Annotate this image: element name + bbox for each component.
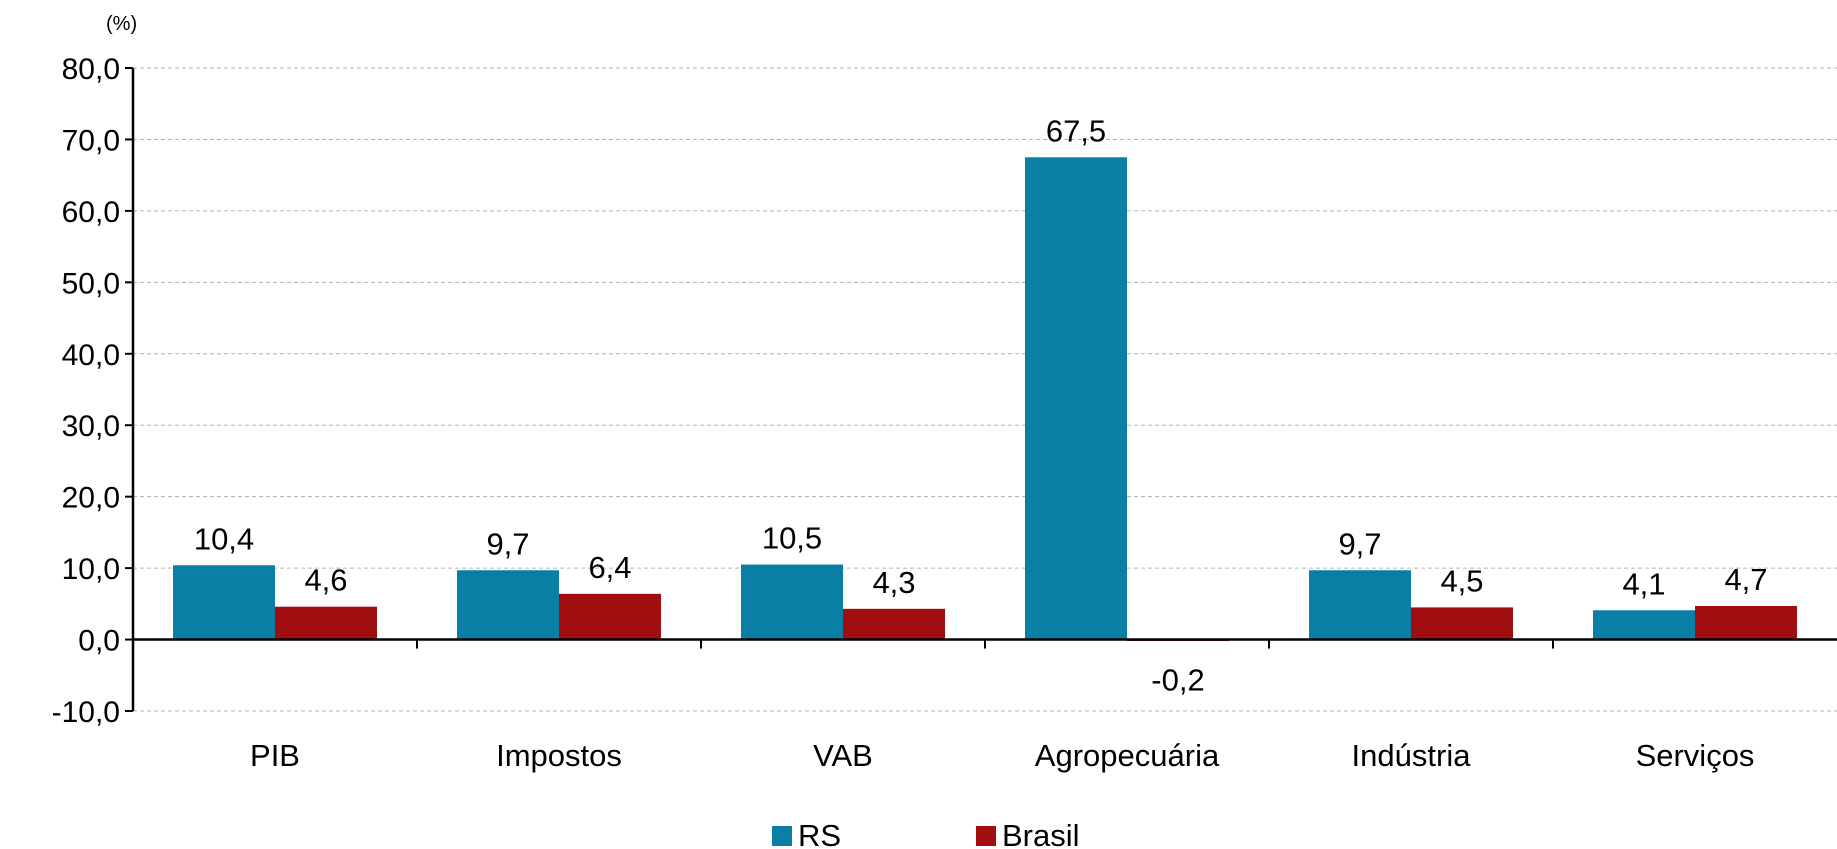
- bar-rs: [1309, 570, 1411, 640]
- x-category-label: PIB: [250, 738, 300, 773]
- bar-brasil: [559, 593, 661, 640]
- bar-brasil: [843, 608, 945, 640]
- data-label: 4,7: [1724, 562, 1767, 597]
- bar-brasil: [1411, 607, 1513, 640]
- y-tick-label: 50,0: [62, 267, 120, 300]
- y-tick-label: 80,0: [62, 53, 120, 86]
- y-tick-label: 60,0: [62, 196, 120, 229]
- y-axis-unit-label: (%): [106, 13, 137, 35]
- x-category-label: Agropecuária: [1035, 738, 1220, 773]
- data-label: -0,2: [1151, 663, 1204, 698]
- y-tick-label: -10,0: [52, 696, 120, 729]
- gridlines: [133, 67, 1837, 712]
- axes: -10,0 0,0 10,0 20,0 30,0 40,0 50,0 60,0 70,0 80,0…: [52, 53, 1837, 773]
- data-label: 9,7: [1338, 526, 1381, 561]
- data-label: 10,4: [194, 521, 254, 556]
- x-category-label: Indústria: [1352, 738, 1472, 773]
- y-tick-label: 20,0: [62, 482, 120, 515]
- data-label: 67,5: [1046, 113, 1106, 148]
- x-category-label: Impostos: [496, 738, 622, 773]
- data-labels: 10,4 4,6 9,7 6,4 10,5 4,3 67,5 -0,2 9,7 4,5 4,1 4,7: [194, 113, 1768, 697]
- legend-label-brasil: Brasil: [1002, 818, 1080, 849]
- legend-label-rs: RS: [798, 818, 841, 849]
- y-tick-label: 30,0: [62, 410, 120, 443]
- y-tick-label: 40,0: [62, 339, 120, 372]
- x-category-label: Serviços: [1636, 738, 1755, 773]
- bar-brasil: [275, 606, 377, 640]
- x-category-label: VAB: [813, 738, 873, 773]
- data-label: 4,6: [304, 563, 347, 598]
- data-label: 4,1: [1622, 566, 1665, 601]
- data-label: 4,5: [1440, 563, 1483, 598]
- legend: RS Brasil: [772, 818, 1080, 849]
- bar-rs: [1593, 610, 1695, 640]
- bars: [173, 157, 1797, 641]
- bar-rs: [1025, 157, 1127, 640]
- bar-rs: [741, 564, 843, 640]
- legend-swatch-brasil: [976, 826, 996, 846]
- data-label: 4,3: [872, 565, 915, 600]
- data-label: 9,7: [486, 526, 529, 561]
- bar-rs: [457, 570, 559, 640]
- legend-swatch-rs: [772, 826, 792, 846]
- bar-rs: [173, 565, 275, 640]
- y-tick-label: 70,0: [62, 124, 120, 157]
- data-label: 6,4: [588, 550, 631, 585]
- y-tick-label: 0,0: [78, 625, 120, 658]
- bar-brasil: [1695, 605, 1797, 640]
- data-label: 10,5: [762, 521, 822, 556]
- y-tick-label: 10,0: [62, 553, 120, 586]
